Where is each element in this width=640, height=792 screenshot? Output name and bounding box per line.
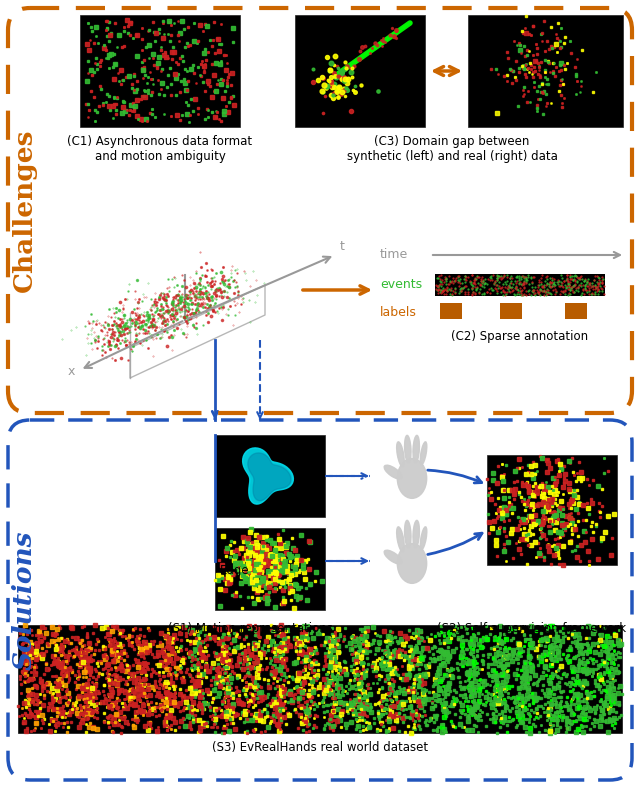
Text: (S1) Motion representations: (S1) Motion representations [168,622,332,635]
Ellipse shape [397,442,404,466]
Bar [435,274,605,296]
Ellipse shape [413,436,419,463]
Text: (S3) EvRealHands real world dataset: (S3) EvRealHands real world dataset [212,741,428,754]
Bar [440,303,462,319]
Text: Challenges: Challenges [12,128,36,291]
Ellipse shape [420,442,427,465]
Ellipse shape [397,459,427,498]
Ellipse shape [397,543,427,584]
Text: Edge: Edge [220,564,250,577]
Ellipse shape [384,550,402,564]
Text: (C1) Asynchronous data format
and motion ambiguity: (C1) Asynchronous data format and motion… [67,135,253,163]
Text: Shape
flow: Shape flow [220,440,257,468]
Bar [565,303,587,319]
Text: time: time [380,249,408,261]
Text: (C3) Domain gap between
synthetic (left) and real (right) data: (C3) Domain gap between synthetic (left)… [347,135,557,163]
Text: (S2) Self-supervision framework: (S2) Self-supervision framework [437,622,627,635]
Ellipse shape [384,465,402,479]
Bar [215,435,325,517]
Text: t: t [340,240,345,253]
Text: events: events [380,279,422,291]
Bar [487,455,617,565]
Text: labels: labels [380,306,417,318]
Ellipse shape [420,527,427,550]
Text: Solutions: Solutions [12,531,36,670]
Bar [500,303,522,319]
Polygon shape [248,453,291,501]
Bar [295,15,425,127]
Ellipse shape [397,527,404,552]
Text: (C2) Sparse annotation: (C2) Sparse annotation [451,330,589,343]
Bar [80,15,240,127]
Ellipse shape [404,436,411,463]
Text: x: x [68,365,76,378]
Bar [468,15,623,127]
Ellipse shape [413,520,419,547]
Ellipse shape [404,520,411,547]
Polygon shape [243,448,293,505]
Bar [18,625,622,733]
Bar [215,528,325,610]
